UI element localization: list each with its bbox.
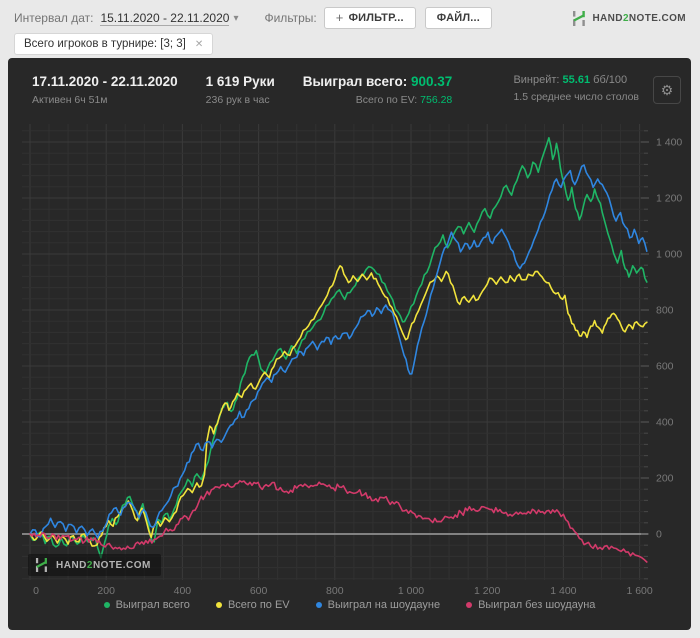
legend-item-label: Выиграл на шоудауне	[327, 599, 441, 611]
stat-date-range: 17.11.2020 - 22.11.2020 Активен 6ч 51м	[32, 74, 178, 106]
stat-active-time: Активен 6ч 51м	[32, 94, 108, 106]
legend-dot-icon	[315, 602, 322, 608]
filter-chip-tournament-players[interactable]: Всего игроков в турнире: [3; 3] ✕	[14, 33, 214, 55]
date-range-dropdown[interactable]: 15.11.2020 - 22.11.2020	[100, 10, 230, 26]
stat-winrate: Винрейт: 55.61 бб/100 1.5 среднее число …	[513, 74, 639, 103]
plus-icon: +	[335, 10, 344, 25]
svg-text:800: 800	[656, 305, 674, 317]
stat-won-total: Выиграл всего: 900.37 Всего по EV: 756.2…	[302, 74, 453, 106]
svg-text:200: 200	[97, 585, 115, 597]
settings-gear-button[interactable]: ⚙	[653, 76, 681, 104]
chevron-down-icon[interactable]: ▾	[233, 12, 239, 24]
svg-text:1 000: 1 000	[656, 249, 682, 261]
watermark-logo: HAND2NOTE.COM	[28, 554, 161, 576]
svg-text:0: 0	[33, 585, 39, 597]
svg-text:1 400: 1 400	[656, 137, 682, 149]
legend-dot-icon	[103, 602, 110, 608]
results-panel: 0 200 400 600 800 1 000 1 200 1 400 0 200 400 600 80…	[8, 58, 691, 630]
ev-total-value: 756.28	[420, 94, 453, 106]
winnings-chart[interactable]: 0 200 400 600 800 1 000 1 200 1 400 0 200 400 600 80…	[8, 58, 691, 630]
svg-text:1 200: 1 200	[474, 585, 500, 597]
close-icon[interactable]: ✕	[194, 38, 204, 50]
svg-text:600: 600	[250, 585, 268, 597]
hand2note-logo: HAND2NOTE.COM	[572, 10, 692, 27]
toolbar: Интервал дат: 15.11.2020 - 22.11.2020 ▾ …	[14, 6, 692, 30]
svg-text:1 600: 1 600	[626, 585, 652, 597]
svg-text:600: 600	[656, 361, 674, 373]
file-button-label: ФАЙЛ...	[436, 12, 481, 24]
svg-text:800: 800	[326, 585, 344, 597]
legend-item-label: Выиграл без шоудауна	[478, 599, 596, 611]
svg-text:1 400: 1 400	[550, 585, 576, 597]
active-filters-row: Всего игроков в турнире: [3; 3] ✕	[14, 33, 214, 55]
stat-avg-tables: 1.5 среднее число столов	[513, 91, 639, 103]
add-filter-button-label: ФИЛЬТР...	[348, 12, 404, 24]
stat-hands-per-hour: 236 рук в час	[205, 94, 270, 106]
svg-text:400: 400	[656, 417, 674, 429]
stats-header: 17.11.2020 - 22.11.2020 Активен 6ч 51м 1…	[8, 58, 691, 106]
svg-text:200: 200	[656, 473, 674, 485]
legend-item-label: Выиграл всего	[115, 599, 190, 611]
legend-item[interactable]: Всего по EV	[215, 599, 290, 611]
filter-chip-label: Всего игроков в турнире: [3; 3]	[24, 38, 186, 50]
gear-icon: ⚙	[660, 82, 674, 98]
legend-item[interactable]: Выиграл без шоудауна	[466, 599, 595, 611]
legend-item[interactable]: Выиграл на шоудауне	[315, 599, 441, 611]
file-button[interactable]: ФАЙЛ...	[424, 7, 493, 29]
legend-dot-icon	[466, 602, 473, 608]
winrate-value: 55.61	[562, 74, 591, 86]
filters-label: Фильтры:	[264, 11, 317, 25]
brand-text: HAND2NOTE.COM	[592, 12, 686, 24]
legend-item-label: Всего по EV	[227, 599, 290, 611]
h2n-watermark-icon	[35, 558, 47, 572]
svg-text:1 000: 1 000	[398, 585, 424, 597]
chart-legend: Выиграл всего Всего по EV Выиграл на шоуда…	[8, 599, 691, 611]
stat-hands: 1 619 Руки 236 рук в час	[205, 74, 275, 106]
add-filter-button[interactable]: + ФИЛЬТР...	[323, 7, 416, 29]
svg-text:400: 400	[174, 585, 192, 597]
watermark-text: HAND2NOTE.COM	[56, 559, 151, 571]
svg-text:0: 0	[656, 529, 662, 541]
h2n-icon	[573, 10, 586, 26]
legend-dot-icon	[215, 602, 222, 608]
won-total-value: 900.37	[410, 74, 453, 89]
svg-text:1 200: 1 200	[656, 193, 682, 205]
date-interval-label: Интервал дат:	[14, 11, 94, 25]
legend-item[interactable]: Выиграл всего	[103, 599, 190, 611]
